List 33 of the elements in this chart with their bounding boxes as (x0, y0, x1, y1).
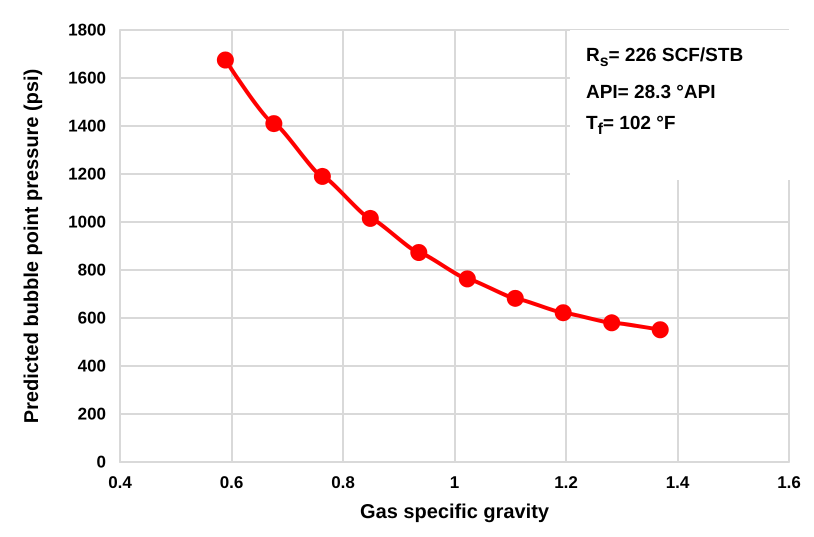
x-axis-title: Gas specific gravity (360, 501, 550, 523)
x-tick-label: 0.4 (108, 473, 132, 492)
text-box: R$_{s}$= 226 SCF/STB API= 28.3 °API T$_{f}$= 102 °F (570, 30, 790, 180)
x-tick-label: 1.6 (777, 473, 801, 492)
x-tick-label: 1.2 (554, 473, 578, 492)
point (652, 321, 669, 338)
point (506, 290, 524, 307)
annotation: T$_{f}$= 102 °F (586, 112, 676, 140)
y-tick-label: 1800 (68, 20, 106, 40)
y-tick-label: 1200 (68, 164, 106, 184)
y-tick-label: 600 (78, 308, 106, 328)
x-tick-label: 0.6 (220, 473, 244, 492)
point (314, 168, 331, 185)
y-axis-title: Predicted bubble point pressure (psi) (21, 68, 43, 424)
y-tick-label: 400 (78, 356, 106, 376)
y-tick-label: 1600 (68, 68, 106, 88)
y-tick-label: 1000 (68, 212, 106, 232)
y-tick-label: 800 (78, 260, 106, 280)
annotation: API= 28.3 °API (586, 80, 717, 105)
point (458, 270, 476, 288)
point (265, 115, 282, 132)
point (410, 244, 428, 261)
point (554, 304, 572, 322)
point (216, 52, 234, 68)
annotation: R$_{s}$= 226 SCF/STB (586, 44, 744, 72)
y-tick-label: 0 (96, 452, 106, 472)
x-tick-label: 0.8 (331, 473, 355, 492)
y-tick-label: 200 (78, 404, 106, 424)
x-tick-label: 1 (450, 473, 460, 492)
point (603, 314, 620, 332)
y-tick-label: 1400 (68, 116, 106, 136)
x-tick-label: 1.4 (666, 473, 690, 492)
point (362, 210, 379, 227)
